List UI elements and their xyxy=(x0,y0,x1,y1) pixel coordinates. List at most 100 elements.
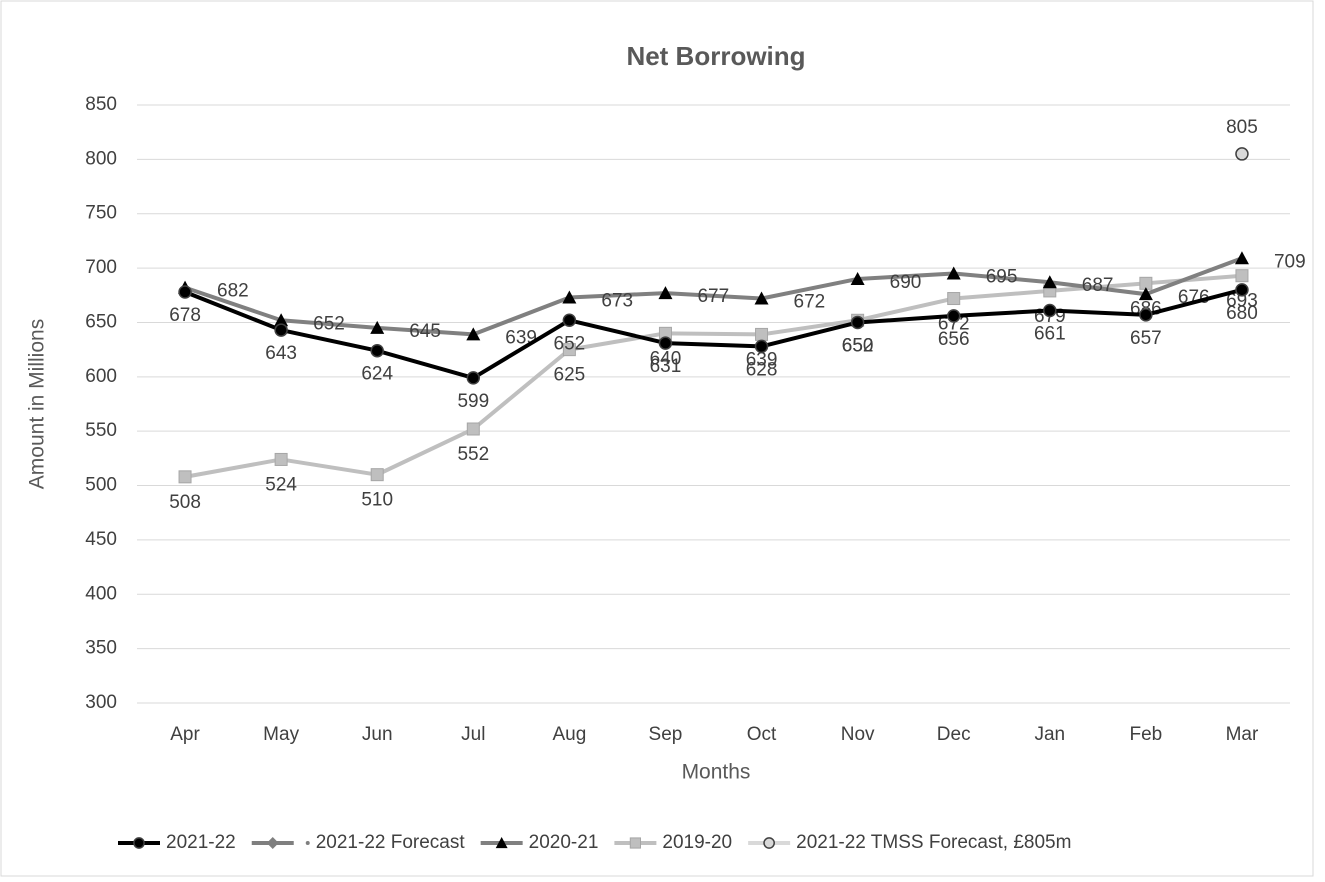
marker xyxy=(658,336,673,350)
data-label: 508 xyxy=(169,492,201,513)
marker xyxy=(370,343,384,358)
data-label: 628 xyxy=(746,359,778,380)
legend-marker xyxy=(629,837,641,849)
y-tick-label: 650 xyxy=(85,311,117,332)
data-label: 624 xyxy=(361,364,393,385)
marker xyxy=(754,291,769,305)
marker xyxy=(466,422,480,436)
marker xyxy=(274,323,288,337)
marker xyxy=(1235,283,1249,297)
data-label: 677 xyxy=(697,286,729,307)
chart-title: Net Borrowing xyxy=(626,41,805,71)
marker xyxy=(850,271,865,285)
x-tick-label: Sep xyxy=(649,724,683,745)
series-line xyxy=(184,256,1243,337)
data-label: 625 xyxy=(554,365,586,386)
legend-label: 2019-20 xyxy=(662,832,732,853)
y-tick-label: 350 xyxy=(85,638,117,659)
x-tick-label: May xyxy=(263,724,299,745)
y-tick-label: 850 xyxy=(85,94,117,115)
data-label: 672 xyxy=(938,314,970,335)
data-label: 695 xyxy=(986,267,1018,288)
x-tick-label: Aug xyxy=(552,724,586,745)
marker xyxy=(1235,147,1249,161)
data-label: 661 xyxy=(1034,324,1066,345)
data-label: 657 xyxy=(1130,328,1162,349)
y-tick-label: 500 xyxy=(85,475,117,496)
marker xyxy=(274,452,288,466)
x-tick-label: Jul xyxy=(461,724,485,745)
marker xyxy=(946,309,961,323)
marker xyxy=(755,327,769,341)
y-tick-label: 400 xyxy=(85,583,117,604)
marker xyxy=(754,339,769,354)
data-label: 652 xyxy=(313,313,345,334)
data-label: 552 xyxy=(457,444,489,465)
marker xyxy=(562,313,577,328)
x-tick-label: Nov xyxy=(841,724,875,745)
data-label: 652 xyxy=(554,333,586,354)
marker xyxy=(1043,303,1057,318)
data-label: 640 xyxy=(650,348,682,369)
data-label: 643 xyxy=(265,343,297,364)
marker xyxy=(562,343,576,357)
data-label: 805 xyxy=(1226,117,1258,138)
marker xyxy=(1138,287,1153,301)
legend-dot xyxy=(305,841,310,845)
marker xyxy=(1234,251,1249,265)
data-label: 639 xyxy=(505,327,537,348)
marker xyxy=(1139,308,1153,322)
legend-label: 2021-22 xyxy=(166,832,236,853)
x-tick-label: Mar xyxy=(1226,724,1259,745)
legend-label: 2020-21 xyxy=(529,832,599,853)
marker xyxy=(1235,269,1249,283)
data-label: 650 xyxy=(842,335,874,356)
data-label: 682 xyxy=(217,281,249,302)
y-tick-label: 300 xyxy=(85,692,117,713)
y-tick-label: 750 xyxy=(85,203,117,224)
x-tick-label: Jun xyxy=(362,724,393,745)
y-tick-label: 450 xyxy=(85,529,117,550)
marker xyxy=(178,285,192,299)
data-label: 639 xyxy=(746,349,778,370)
marker xyxy=(466,327,481,341)
marker xyxy=(370,320,385,334)
legend-marker xyxy=(763,837,775,849)
marker xyxy=(658,286,673,300)
marker xyxy=(1042,275,1057,289)
marker xyxy=(178,470,192,484)
data-label: 656 xyxy=(938,329,970,350)
marker xyxy=(274,313,289,327)
y-axis-label: Amount in Millions xyxy=(26,319,49,489)
y-tick-label: 550 xyxy=(85,420,117,441)
legend-marker xyxy=(266,837,279,849)
series-line xyxy=(184,273,1243,479)
data-label: 672 xyxy=(794,292,826,313)
y-tick-label: 800 xyxy=(85,148,117,169)
y-tick-label: 700 xyxy=(85,257,117,278)
data-label: 673 xyxy=(601,290,633,311)
y-tick-label: 600 xyxy=(85,366,117,387)
x-tick-label: Oct xyxy=(747,724,777,745)
legend-label: 2021-22 Forecast xyxy=(316,832,466,853)
data-label: 690 xyxy=(890,272,922,293)
x-axis-label: Months xyxy=(682,761,751,784)
data-label: 687 xyxy=(1082,275,1114,296)
x-tick-label: Feb xyxy=(1130,724,1163,745)
marker xyxy=(850,315,865,330)
x-tick-label: Dec xyxy=(937,724,971,745)
legend-marker xyxy=(495,837,508,849)
marker xyxy=(466,371,481,385)
legend-label: 2021-22 TMSS Forecast, £805m xyxy=(796,832,1071,853)
x-tick-label: Apr xyxy=(170,724,200,745)
series-line xyxy=(184,287,1243,380)
data-label: 631 xyxy=(650,356,682,377)
data-label: 599 xyxy=(457,391,489,412)
marker xyxy=(562,290,577,304)
data-label: 693 xyxy=(1226,291,1258,312)
data-label: 678 xyxy=(169,305,201,326)
marker xyxy=(947,292,961,306)
data-label: 645 xyxy=(409,321,441,342)
marker xyxy=(946,266,961,280)
